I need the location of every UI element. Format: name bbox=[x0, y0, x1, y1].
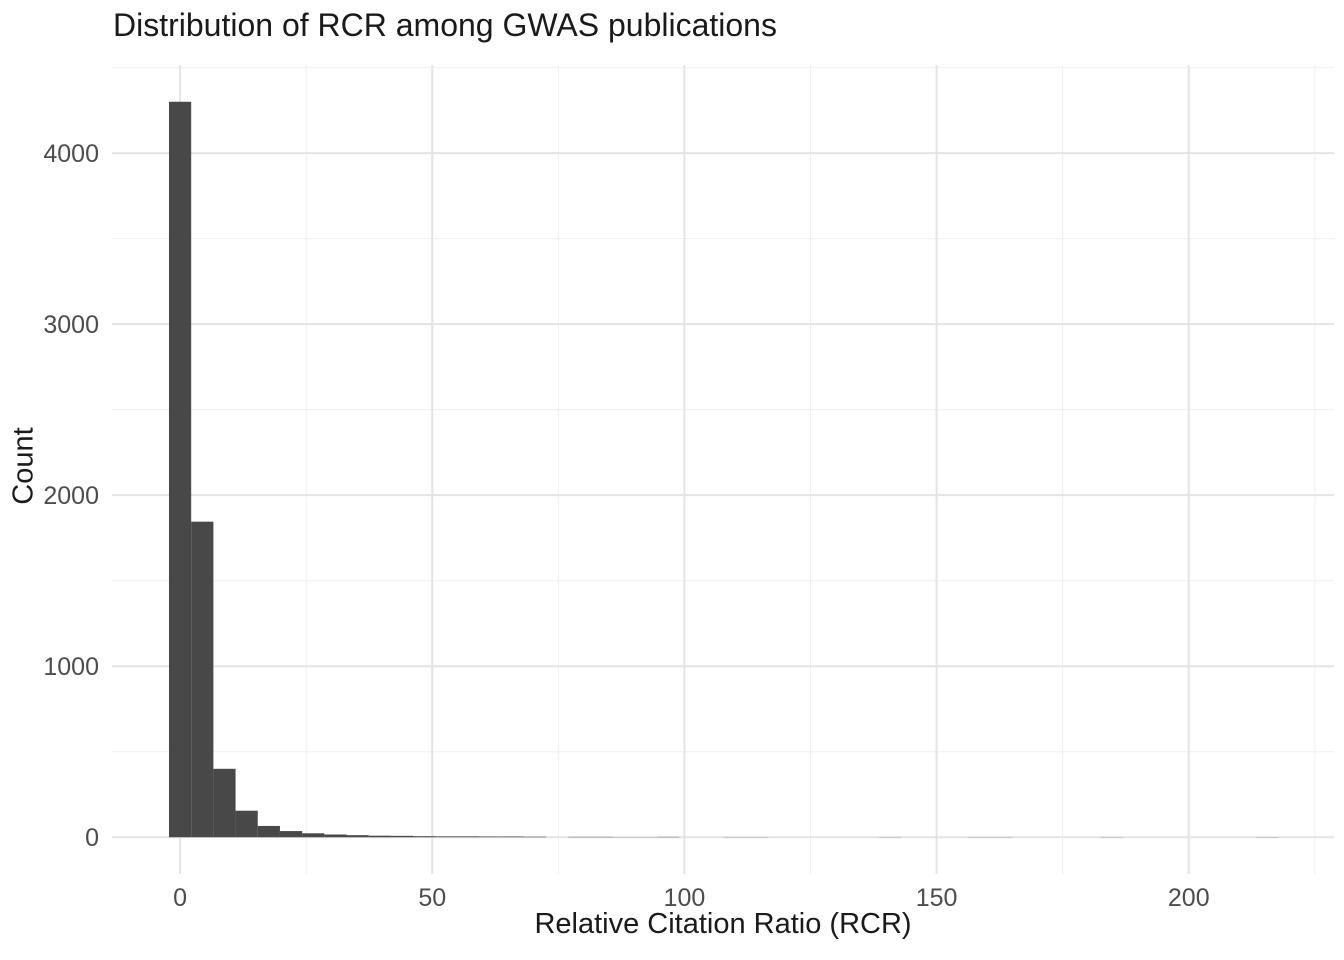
histogram-bar bbox=[524, 836, 547, 838]
x-tick-label: 50 bbox=[418, 884, 446, 912]
gridlines-minor bbox=[112, 65, 1334, 874]
x-tick-label: 100 bbox=[664, 884, 706, 912]
y-tick-label: 1000 bbox=[43, 653, 99, 681]
x-tick-label: 200 bbox=[1168, 884, 1210, 912]
x-axis-title: Relative Citation Ratio (RCR) bbox=[534, 908, 912, 940]
x-tick-label: 0 bbox=[173, 884, 187, 912]
gridlines-major bbox=[112, 65, 1334, 874]
y-tick-label: 3000 bbox=[43, 311, 99, 339]
histogram-bar bbox=[213, 768, 236, 838]
histogram-bar bbox=[346, 835, 369, 838]
x-tick-label: 150 bbox=[916, 884, 958, 912]
histogram-bar bbox=[435, 836, 458, 838]
histogram-bar bbox=[257, 825, 280, 838]
histogram-bar bbox=[324, 834, 347, 838]
histogram-bar bbox=[413, 836, 436, 838]
histogram-bar bbox=[279, 831, 303, 838]
histogram-bar bbox=[302, 833, 325, 838]
histogram-bars bbox=[168, 101, 1279, 838]
y-tick-label: 0 bbox=[85, 824, 99, 852]
histogram-bar bbox=[501, 836, 525, 838]
plot-title: Distribution of RCR among GWAS publicati… bbox=[113, 7, 777, 43]
x-tick-labels: 0 50 100 150 200 bbox=[173, 884, 1209, 912]
histogram-bar bbox=[368, 835, 391, 838]
histogram-bar bbox=[168, 101, 192, 838]
histogram-bar bbox=[235, 810, 258, 838]
histogram-bar bbox=[457, 836, 480, 838]
y-tick-labels: 0 1000 2000 3000 4000 bbox=[43, 140, 99, 852]
y-tick-label: 4000 bbox=[43, 140, 99, 168]
histogram-bar bbox=[390, 835, 414, 838]
y-tick-label: 2000 bbox=[43, 482, 99, 510]
histogram-bar bbox=[479, 836, 502, 838]
histogram-bar bbox=[191, 521, 214, 838]
